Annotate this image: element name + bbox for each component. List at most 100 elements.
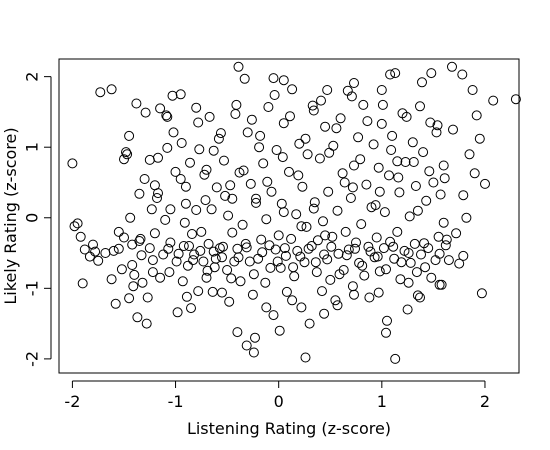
- data-point: [302, 149, 313, 160]
- data-point: [185, 157, 195, 168]
- data-point: [171, 256, 182, 267]
- data-point: [113, 226, 124, 237]
- data-point: [433, 231, 444, 242]
- data-point: [262, 176, 273, 187]
- data-point: [170, 166, 181, 177]
- data-point: [222, 265, 233, 275]
- data-point: [328, 140, 339, 151]
- data-point: [431, 127, 442, 138]
- data-point: [418, 147, 429, 158]
- data-point: [165, 204, 176, 215]
- data-point: [307, 100, 318, 111]
- data-point: [438, 217, 449, 228]
- data-point: [333, 248, 344, 259]
- data-point: [261, 214, 272, 225]
- data-point: [186, 303, 196, 314]
- data-point: [271, 145, 282, 155]
- data-point: [394, 187, 405, 198]
- data-point: [119, 154, 129, 165]
- data-point: [441, 234, 452, 245]
- data-point: [434, 279, 445, 290]
- data-point: [264, 240, 275, 251]
- data-point: [461, 212, 472, 223]
- data-point: [241, 340, 252, 351]
- data-point: [219, 155, 229, 166]
- data-point: [374, 266, 385, 277]
- points-layer: [67, 61, 521, 364]
- x-axis-title: Listening Rating (z-score): [187, 419, 391, 438]
- data-point: [297, 181, 308, 192]
- data-point: [324, 147, 335, 158]
- data-point: [179, 217, 190, 228]
- data-point: [385, 69, 396, 80]
- y-tick-label: -1: [23, 280, 42, 296]
- data-point: [284, 166, 294, 177]
- data-point: [308, 203, 319, 214]
- data-point: [191, 205, 202, 215]
- data-point: [177, 276, 188, 287]
- data-point: [412, 290, 423, 301]
- data-point: [309, 197, 320, 208]
- data-point: [323, 186, 334, 197]
- data-point: [95, 87, 106, 98]
- data-point: [172, 307, 183, 318]
- data-point: [121, 147, 131, 158]
- data-point: [207, 286, 218, 297]
- data-point: [311, 267, 322, 278]
- data-point: [113, 243, 124, 254]
- data-point: [253, 253, 264, 264]
- data-point: [464, 149, 475, 160]
- data-point: [401, 111, 412, 122]
- data-point: [220, 190, 231, 201]
- data-point: [279, 243, 290, 254]
- data-point: [382, 315, 392, 326]
- data-point: [349, 160, 359, 171]
- data-point: [218, 241, 228, 252]
- data-point: [124, 293, 135, 304]
- data-point: [370, 200, 381, 211]
- data-point: [341, 250, 352, 261]
- data-point: [79, 244, 90, 255]
- data-point: [246, 114, 257, 125]
- y-axis: -2 -1 0 1 2: [23, 72, 52, 367]
- data-point: [415, 292, 425, 303]
- data-point: [69, 221, 80, 232]
- data-point: [300, 133, 311, 144]
- data-point: [227, 227, 238, 238]
- data-point: [140, 107, 151, 118]
- data-point: [116, 264, 127, 275]
- data-point: [239, 73, 250, 84]
- data-point: [241, 242, 252, 253]
- data-point: [230, 109, 241, 119]
- data-point: [255, 130, 266, 141]
- data-point: [200, 195, 211, 206]
- x-axis: -2 -1 0 1 2: [64, 380, 490, 411]
- data-point: [357, 260, 368, 271]
- data-point: [288, 262, 299, 273]
- data-point: [325, 274, 336, 285]
- data-point: [175, 174, 186, 184]
- data-point: [194, 144, 205, 155]
- data-point: [137, 277, 148, 288]
- data-point: [251, 197, 261, 208]
- data-point: [296, 302, 307, 313]
- data-point: [90, 246, 101, 257]
- data-point: [312, 235, 323, 246]
- data-point: [146, 204, 157, 215]
- data-point: [152, 193, 162, 203]
- y-tick-label: 2: [23, 72, 42, 82]
- data-point: [149, 228, 160, 239]
- data-point: [320, 230, 331, 241]
- data-point: [202, 265, 213, 276]
- data-point: [160, 214, 171, 225]
- data-point: [331, 123, 342, 134]
- data-point: [430, 255, 441, 266]
- data-point: [319, 308, 330, 319]
- data-point: [326, 241, 337, 252]
- data-point: [181, 291, 192, 302]
- data-point: [381, 264, 391, 275]
- data-point: [457, 69, 468, 80]
- data-point: [163, 243, 174, 254]
- data-point: [161, 110, 172, 121]
- data-point: [419, 238, 430, 249]
